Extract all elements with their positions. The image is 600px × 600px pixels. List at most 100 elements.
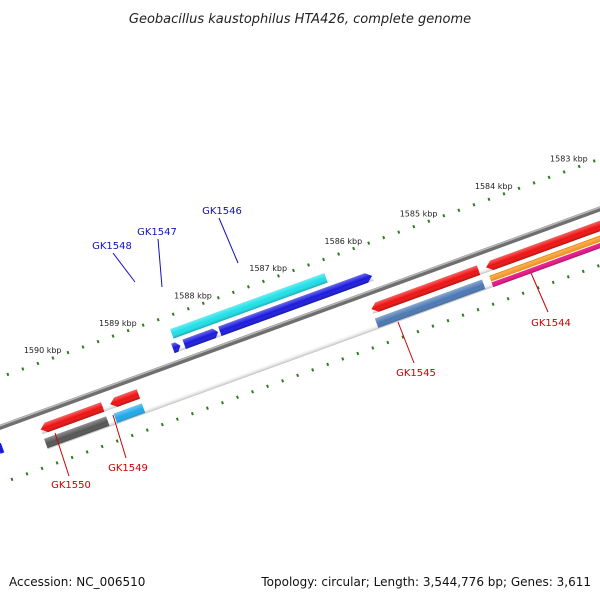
ruler-minor-tick	[566, 275, 570, 279]
gene-labels: GK1546 GK1547 GK1548 GK1544 GK1545 GK154…	[51, 206, 571, 491]
ruler-minor-tick	[457, 208, 461, 212]
ruler-minor-tick	[221, 400, 224, 405]
ruler-minor-tick	[10, 477, 14, 482]
ruler-minor-tick	[461, 313, 465, 317]
ruler-minor-tick	[25, 472, 29, 476]
ruler-minor-tick	[277, 274, 280, 278]
ruler-minor-tick	[51, 356, 55, 360]
ruler-minor-tick	[581, 269, 585, 274]
ruler-minor-tick	[431, 324, 435, 328]
map-title: Geobacillus kaustophilus HTA426, complet…	[129, 12, 471, 27]
label-gk1546[interactable]: GK1546	[202, 206, 242, 217]
leader-gk1546	[218, 217, 239, 264]
ruler-minor-tick	[517, 186, 521, 191]
leader-gk1548	[112, 252, 136, 283]
ruler-label: 1586 kbp	[325, 237, 363, 246]
ruler-minor-tick	[562, 170, 566, 174]
ruler-minor-tick	[186, 306, 190, 311]
ruler-minor-tick	[397, 230, 401, 234]
ruler-minor-tick	[487, 197, 491, 202]
ruler-minor-tick	[141, 323, 145, 327]
ruler-minor-tick	[367, 241, 371, 245]
ruler-minor-tick	[592, 159, 596, 163]
ruler-minor-tick	[341, 357, 345, 361]
ruler-minor-tick	[205, 406, 209, 410]
leader-gk1550	[54, 432, 70, 477]
ruler-minor-tick	[491, 302, 495, 306]
ruler-minor-tick	[55, 461, 59, 465]
ruler-minor-tick	[311, 368, 315, 372]
ruler-minor-tick	[307, 263, 310, 267]
ruler-minor-tick	[547, 175, 551, 180]
genome-backbone	[0, 183, 600, 442]
ruler-minor-tick	[281, 379, 285, 383]
ruler-label: 1589 kbp	[99, 319, 137, 328]
ruler-minor-tick	[427, 219, 431, 223]
ruler-minor-tick	[382, 235, 386, 240]
ruler-minor-tick	[412, 224, 416, 229]
ruler-minor-tick	[371, 346, 375, 350]
ruler-minor-tick	[156, 317, 160, 322]
ruler-labels: 1583 kbp 1584 kbp 1585 kbp 1586 kbp 1587 kbp…	[24, 155, 588, 356]
ruler-minor-tick	[322, 257, 326, 262]
ruler-minor-tick	[386, 340, 390, 345]
ruler-minor-tick	[126, 328, 130, 333]
cds-left-edge[interactable]	[0, 442, 5, 454]
label-gk1550[interactable]: GK1550	[51, 480, 91, 491]
ruler-minor-tick	[201, 301, 205, 306]
ruler-minor-tick	[521, 291, 525, 296]
leader-gk1544	[530, 272, 549, 313]
ruler-minor-tick	[96, 339, 100, 344]
ruler-outer	[6, 159, 596, 377]
ruler-minor-tick	[506, 296, 510, 301]
ruler-minor-tick	[251, 390, 254, 394]
ruler-minor-tick	[85, 450, 89, 454]
ruler-minor-tick	[337, 252, 341, 256]
feature-track	[0, 201, 600, 454]
ruler-minor-tick	[446, 318, 450, 323]
ruler-minor-tick	[236, 395, 239, 399]
ruler-minor-tick	[476, 307, 480, 312]
label-gk1545[interactable]: GK1545	[396, 368, 436, 379]
ruler-minor-tick	[352, 246, 356, 251]
label-gk1544[interactable]: GK1544	[531, 318, 571, 329]
ruler-minor-tick	[36, 361, 40, 366]
ruler-label: 1590 kbp	[24, 346, 62, 355]
label-gk1549[interactable]: GK1549	[108, 463, 148, 474]
ruler-label: 1587 kbp	[249, 264, 287, 273]
map-track-group: 1583 kbp 1584 kbp 1585 kbp 1586 kbp 1587 kbp…	[0, 155, 600, 482]
ruler-minor-tick	[261, 279, 265, 284]
ruler-minor-tick	[231, 290, 235, 295]
leader-gk1545	[397, 321, 415, 364]
label-gk1547[interactable]: GK1547	[137, 227, 177, 238]
ruler-minor-tick	[551, 280, 555, 285]
ruler-minor-tick	[577, 164, 581, 169]
ruler-minor-tick	[190, 411, 194, 416]
ruler-minor-tick	[216, 296, 220, 300]
ruler-minor-tick	[66, 350, 70, 355]
ruler-label: 1584 kbp	[475, 182, 513, 191]
ruler-minor-tick	[416, 329, 420, 334]
leader-gk1549	[112, 414, 127, 459]
ruler-minor-tick	[326, 362, 330, 367]
ruler-label: 1583 kbp	[550, 155, 588, 164]
accession-text: Accession: NC_006510	[9, 575, 145, 589]
ruler-inner	[10, 264, 600, 482]
ruler-minor-tick	[292, 268, 295, 273]
ruler-minor-tick	[596, 264, 600, 268]
ruler-minor-tick	[70, 455, 74, 460]
leader-gk1547	[157, 238, 163, 288]
ruler-minor-tick	[442, 213, 446, 218]
ruler-minor-tick	[266, 384, 270, 389]
ruler-minor-tick	[111, 334, 115, 338]
ruler-minor-tick	[21, 367, 25, 371]
label-gk1548[interactable]: GK1548	[92, 241, 132, 252]
ruler-minor-tick	[160, 422, 164, 427]
ruler-minor-tick	[175, 417, 179, 421]
ruler-minor-tick	[6, 372, 10, 377]
ruler-minor-tick	[40, 466, 44, 471]
feature-shading	[38, 201, 600, 450]
ruler-minor-tick	[296, 373, 300, 378]
genome-summary-text: Topology: circular; Length: 3,544,776 bp…	[260, 575, 591, 589]
